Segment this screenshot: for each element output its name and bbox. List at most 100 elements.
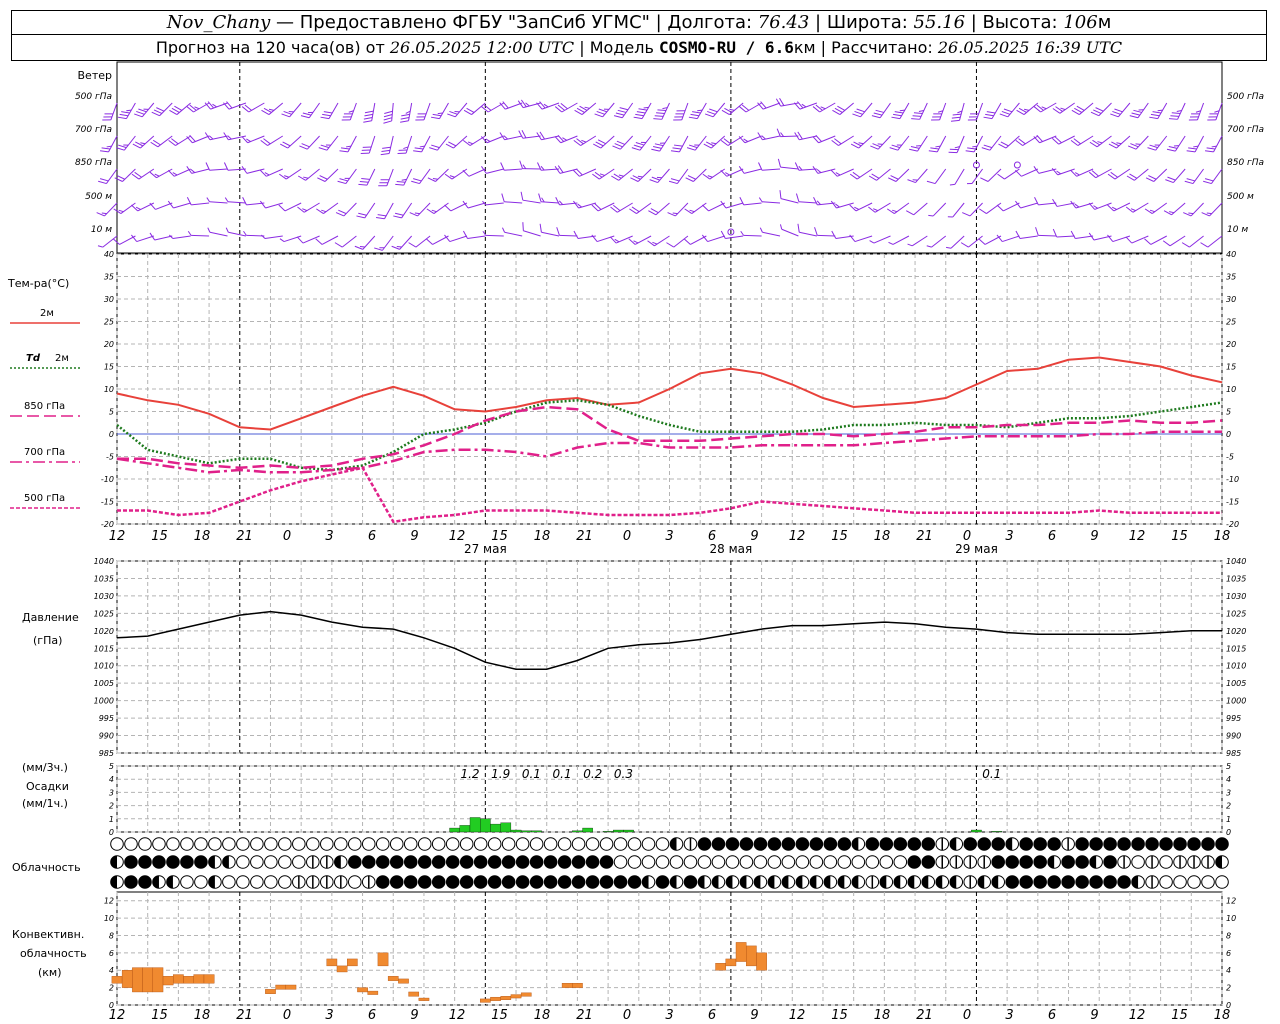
wind-barb-feather: [1001, 110, 1011, 115]
wind-barb-feather: [633, 116, 643, 120]
wind-barb-shaft: [931, 235, 947, 248]
wind-barb-feather: [281, 113, 290, 118]
wind-barb-shaft: [876, 168, 891, 181]
cloud-overcast: [403, 875, 418, 889]
wind-barb-feather: [757, 102, 764, 110]
wind-barb-shaft: [1058, 135, 1075, 145]
wind-barb-feather: [1125, 206, 1134, 213]
cloud-symbol-middle: [641, 855, 656, 869]
wind-barb: [261, 234, 283, 240]
wind-barb-feather: [364, 110, 374, 114]
cloud-symbol-middle: [1173, 855, 1187, 869]
precip-unit-bottom: (мм/1ч.): [22, 797, 68, 810]
convective-ytick-right: 12: [1226, 897, 1236, 906]
x-hour-label-bottom: 12: [449, 1008, 466, 1023]
convective-bar: [285, 984, 297, 990]
wind-barb-feather: [130, 234, 138, 242]
wind-barb-shaft: [1174, 135, 1186, 152]
wind-barb-shaft: [725, 235, 744, 240]
cloud-symbol-lower: [543, 875, 558, 889]
wind-barb: [225, 227, 247, 237]
x-hour-label-mid: 21: [916, 529, 933, 544]
wind-barb: [499, 101, 523, 110]
wind-barb-feather: [396, 180, 406, 183]
wind-barb-feather: [156, 107, 165, 112]
wind-barb-shaft: [1003, 202, 1020, 212]
cloud-symbol-upper: [138, 837, 152, 851]
wind-barb: [683, 235, 707, 245]
wind-barb-feather: [1135, 143, 1141, 145]
wind-barb-feather: [430, 116, 440, 120]
wind-barb-shaft: [762, 102, 781, 110]
cloud-symbol-upper: [1089, 837, 1103, 851]
wind-barb-feather: [1051, 138, 1059, 145]
wind-barb-shaft: [895, 168, 910, 182]
cloud-symbol-upper: [1159, 837, 1173, 851]
wind-barb: [408, 235, 431, 248]
wind-barb-feather: [1203, 180, 1212, 185]
wind-barb-shaft: [423, 102, 431, 121]
wind-barb-feather: [358, 183, 367, 186]
wind-barb: [794, 131, 817, 141]
wind-barb: [739, 197, 762, 206]
wind-barb: [380, 135, 394, 156]
wind-barb-feather: [1130, 208, 1136, 212]
convective-panel-label-2: облачность: [20, 947, 87, 960]
wind-barb-feather: [499, 132, 505, 141]
cloud-symbol-middle: [459, 855, 474, 869]
wind-barb: [341, 102, 357, 121]
wind-barb-feather: [116, 175, 126, 180]
cloud-ring: [264, 855, 278, 869]
wind-barb-feather: [614, 238, 620, 243]
wind-barb-feather: [593, 143, 602, 149]
wind-barb-feather: [798, 165, 803, 171]
wind-barb-shaft: [419, 168, 431, 184]
wind-barb: [869, 235, 891, 244]
wind-barb: [888, 235, 910, 245]
x-hour-label-mid: 0: [283, 529, 291, 544]
wind-barb-feather: [502, 101, 509, 109]
wind-barb: [647, 235, 670, 247]
wind-barb: [1070, 168, 1094, 177]
cloud-overcast: [361, 855, 376, 869]
pressure-ytick-right: 985: [1226, 749, 1241, 758]
wind-barb-feather: [849, 234, 856, 242]
wind-barb-feather: [1035, 227, 1039, 236]
wind-barb: [335, 202, 357, 217]
cloud-half: [334, 855, 341, 869]
wind-barb: [667, 202, 689, 217]
wind-barb-shaft: [289, 102, 302, 118]
x-hour-label-bottom: 18: [1214, 1008, 1231, 1023]
wind-barb-feather: [594, 171, 603, 178]
wind-barb-feather: [1186, 178, 1196, 182]
wind-barb-feather: [760, 101, 767, 109]
cloud-symbol-upper: [515, 837, 530, 851]
wind-barb-feather: [610, 206, 618, 213]
wind-barb-feather: [584, 106, 590, 109]
cloud-overcast: [921, 855, 936, 869]
cloud-overcast: [417, 875, 432, 889]
wind-barb: [776, 128, 799, 138]
wind-barb-feather: [983, 116, 993, 120]
cloud-symbol-lower: [1061, 875, 1075, 889]
wind-barb-feather: [869, 240, 875, 244]
cloud-ring: [278, 875, 292, 889]
pressure-ytick-right: 1020: [1226, 627, 1246, 636]
wind-barb-feather: [225, 227, 229, 233]
wind-barb-feather: [1206, 147, 1216, 150]
cloud-symbol-upper: [1005, 837, 1019, 851]
wind-barb-shaft: [934, 168, 947, 184]
cloud-symbol-middle: [445, 855, 460, 869]
wind-barb: [720, 200, 744, 209]
cloud-ring: [641, 855, 656, 869]
cloud-overcast: [431, 855, 446, 869]
wind-barb: [378, 168, 394, 187]
wind-barb: [849, 168, 873, 180]
cloud-half: [166, 875, 173, 889]
cloud-symbol-upper: [250, 837, 264, 851]
wind-barb-shaft: [368, 135, 376, 154]
cloud-symbol-middle: [697, 855, 712, 869]
wind-barb-feather: [297, 206, 305, 213]
wind-barb-feather: [279, 238, 285, 242]
x-hour-label-bottom: 0: [623, 1008, 631, 1023]
